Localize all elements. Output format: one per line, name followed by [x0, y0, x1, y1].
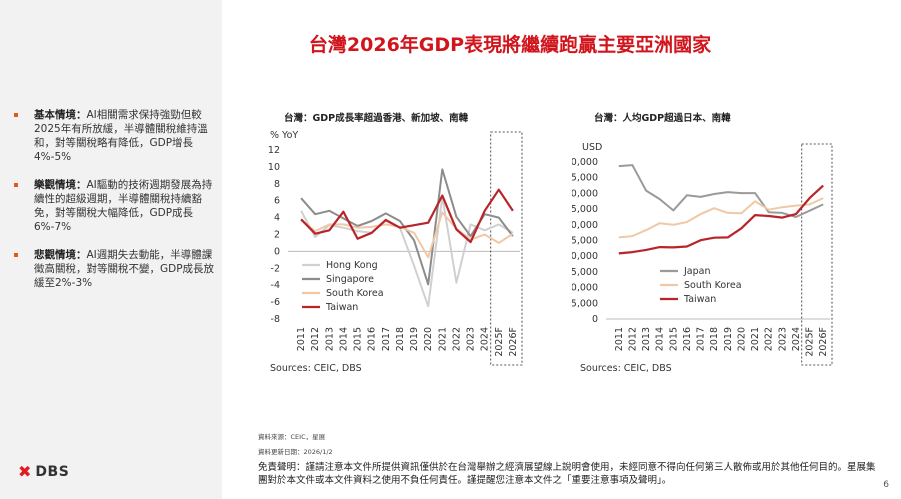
y-tick-label: -4	[271, 280, 280, 291]
x-tick-label: 2014	[338, 327, 349, 351]
scenario-term: 悲觀情境：	[34, 249, 87, 261]
dbs-logo: ✖ DBS	[18, 462, 70, 481]
page-title: 台灣2026年GDP表現將繼續跑贏主要亞洲國家	[308, 34, 712, 56]
gdp-per-capita-chart: 台灣：人均GDP超過日本、南韓 USD 50,000 45,000 40,000 35,0…	[572, 112, 833, 374]
bullet-square-icon	[14, 113, 18, 117]
scenario-text: AI驅動的技術週期發展為持續性的超級週期，半導體關稅持續豁免，對等關稅大幅降低，…	[34, 179, 213, 233]
legend-label: Taiwan	[683, 294, 716, 305]
y-tick-label: -8	[271, 314, 280, 325]
y-tick-label: 0	[592, 314, 598, 325]
scenario-term: 基本情境：	[34, 109, 87, 121]
x-tick-label: 2015	[353, 327, 364, 351]
series-line-south-korea	[618, 197, 824, 239]
legend-label: South Korea	[684, 280, 742, 291]
x-tick-label: 2013	[641, 327, 652, 351]
x-tick-label: 2026F	[508, 327, 519, 357]
x-tick-label: 2011	[296, 327, 307, 351]
y-tick-label: 50,000	[572, 157, 598, 168]
x-tick-label: 2017	[696, 327, 707, 351]
x-tick-label: 2021	[437, 327, 448, 351]
x-tick-label: 2012	[627, 327, 638, 351]
x-tick-label: 2016	[682, 327, 693, 351]
x-tick-label: 2020	[736, 327, 747, 351]
logo-text: DBS	[35, 464, 70, 480]
x-tick-label: 2013	[324, 327, 335, 351]
chart-title: 台灣：GDP成長率超過香港、新加坡、南韓	[284, 112, 469, 124]
y-tick-label: 4	[274, 213, 280, 224]
x-tick-label: 2026F	[818, 327, 829, 357]
y-tick-label: 2	[274, 230, 280, 241]
y-axis-label: % YoY	[270, 130, 298, 141]
x-tick-label: 2012	[310, 327, 321, 351]
series-line-taiwan	[300, 188, 514, 244]
y-tick-label: 35,000	[572, 204, 598, 215]
bullet-square-icon	[14, 183, 18, 187]
x-tick-label: 2025F	[494, 327, 505, 357]
x-tick-label: 2023	[777, 327, 788, 351]
legend-label: Hong Kong	[326, 260, 378, 271]
x-tick-label: 2011	[614, 327, 625, 351]
gdp-growth-chart: 台灣：GDP成長率超過香港、新加坡、南韓 % YoY 12 10 8 6 4 2 0 -2 -4 -6…	[268, 112, 523, 374]
scenario-text: AI週期失去動能，半導體課徵高關稅，對等關稅不變，GDP成長放緩至2%-3%	[34, 249, 215, 289]
y-tick-label: 0	[274, 246, 280, 257]
x-tick-label: 2024	[791, 327, 802, 351]
x-tick-label: 2020	[423, 327, 434, 351]
disclaimer: 免責聲明：謹請注意本文件所提供資訊僅供於在台灣舉辦之經濟展望線上說明會使用，未經…	[258, 462, 876, 486]
x-tick-label: 2025F	[805, 327, 816, 357]
x-tick-label: 2014	[655, 327, 666, 351]
y-tick-label: 25,000	[572, 236, 598, 247]
x-tick-label: 2016	[367, 327, 378, 351]
y-tick-label: 40,000	[572, 188, 598, 199]
chart-source: Sources: CEIC, DBS	[270, 363, 362, 374]
x-tick-label: 2022	[764, 327, 775, 351]
x-tick-label: 2022	[451, 327, 462, 351]
y-tick-label: 30,000	[572, 220, 598, 231]
scenario-optimistic: 樂觀情境：AI驅動的技術週期發展為持續性的超級週期，半導體關稅持續豁免，對等關稅…	[14, 178, 219, 234]
series-line-south-korea	[300, 211, 514, 259]
y-tick-label: 20,000	[572, 251, 598, 262]
scenario-text: AI相關需求保持強勁但較2025年有所放緩，半導體關稅維持溫和，對等關稅略有降低…	[34, 109, 208, 163]
x-tick-label: 2017	[381, 327, 392, 351]
scenario-list: 基本情境：AI相關需求保持強勁但較2025年有所放緩，半導體關稅維持溫和，對等關…	[14, 108, 219, 304]
y-tick-label: 8	[274, 179, 280, 190]
y-axis-label: USD	[582, 142, 602, 153]
y-tick-label: 10,000	[572, 283, 598, 294]
series-line-taiwan	[618, 184, 824, 255]
legend-label: Japan	[683, 266, 711, 277]
dbs-star-icon: ✖	[18, 462, 32, 481]
x-tick-label: 2021	[750, 327, 761, 351]
y-tick-label: 12	[268, 145, 280, 156]
y-tick-label: 15,000	[572, 267, 598, 278]
y-tick-label: -2	[271, 263, 280, 274]
x-tick-label: 2018	[395, 327, 406, 351]
y-tick-label: 6	[274, 196, 280, 207]
x-tick-label: 2019	[723, 327, 734, 351]
source-note: 資料來源：CEIC，星展	[258, 433, 326, 441]
y-tick-label: 45,000	[572, 173, 598, 184]
update-note: 資料更新日期：2026/1/2	[258, 448, 333, 456]
series-line-japan	[618, 164, 824, 218]
forecast-box	[490, 131, 523, 366]
scenario-base: 基本情境：AI相關需求保持強勁但較2025年有所放緩，半導體關稅維持溫和，對等關…	[14, 108, 219, 164]
forecast-box	[801, 143, 833, 366]
y-tick-label: 5,000	[572, 298, 598, 309]
x-tick-label: 2018	[709, 327, 720, 351]
chart-title: 台灣：人均GDP超過日本、南韓	[594, 112, 731, 124]
y-tick-label: -6	[271, 297, 280, 308]
x-tick-label: 2024	[480, 327, 491, 351]
x-tick-label: 2019	[409, 327, 420, 351]
bullet-square-icon	[14, 253, 18, 257]
chart-source: Sources: CEIC, DBS	[580, 363, 672, 374]
scenario-pessimistic: 悲觀情境：AI週期失去動能，半導體課徵高關稅，對等關稅不變，GDP成長放緩至2%…	[14, 248, 219, 290]
legend-label: South Korea	[326, 288, 384, 299]
x-tick-label: 2015	[668, 327, 679, 351]
legend-label: Singapore	[326, 274, 374, 285]
page-number: 6	[883, 480, 889, 490]
legend-label: Taiwan	[325, 302, 358, 313]
scenario-term: 樂觀情境：	[34, 179, 87, 191]
y-tick-label: 10	[268, 162, 280, 173]
left-panel: 基本情境：AI相關需求保持強勁但較2025年有所放緩，半導體關稅維持溫和，對等關…	[0, 0, 222, 499]
x-tick-label: 2023	[466, 327, 477, 351]
